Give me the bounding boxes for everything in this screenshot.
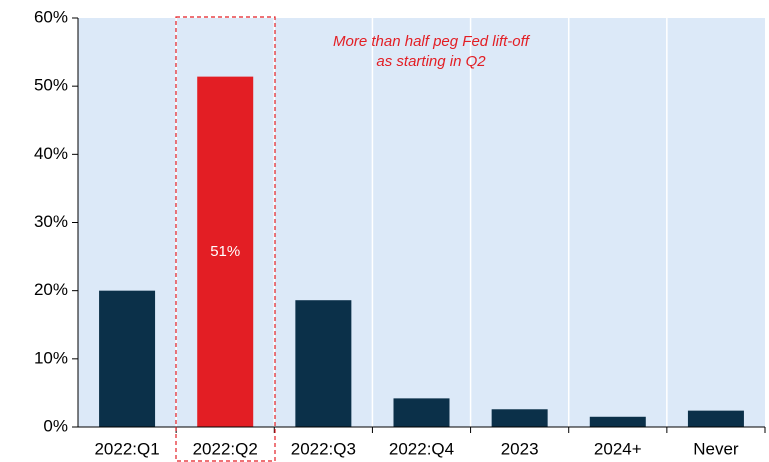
y-tick-label: 50% xyxy=(34,76,68,95)
x-tick-label: 2023 xyxy=(501,439,539,458)
bar xyxy=(99,290,156,427)
bar xyxy=(393,398,450,427)
y-tick-label: 20% xyxy=(34,280,68,299)
bar xyxy=(589,416,646,427)
x-tick-label: Never xyxy=(693,439,739,458)
y-tick-label: 10% xyxy=(34,348,68,367)
bar xyxy=(197,76,254,427)
annotation: More than half peg Fed lift-off xyxy=(333,33,531,50)
plot-background xyxy=(78,18,765,427)
highlight-box xyxy=(175,16,276,462)
y-tick-label: 0% xyxy=(43,416,68,435)
bar xyxy=(687,410,744,427)
y-tick-label: 30% xyxy=(34,212,68,231)
x-tick-label: 2022:Q2 xyxy=(193,439,258,458)
x-tick-label: 2022:Q1 xyxy=(94,439,159,458)
bar xyxy=(491,409,548,427)
x-tick-label: 2024+ xyxy=(594,439,642,458)
marks: 0% 10% 20% 30% 40% 50% 60% 2022:Q1 2022:Q2 51% 202… xyxy=(34,7,766,458)
x-tick-label: 2022:Q4 xyxy=(389,439,454,458)
bar xyxy=(295,300,352,427)
x-tick-label: 2022:Q3 xyxy=(291,439,356,458)
annotation: as starting in Q2 xyxy=(376,53,486,70)
y-tick-label: 60% xyxy=(34,7,68,26)
y-tick-label: 40% xyxy=(34,144,68,163)
data-label: 51% xyxy=(210,243,240,260)
